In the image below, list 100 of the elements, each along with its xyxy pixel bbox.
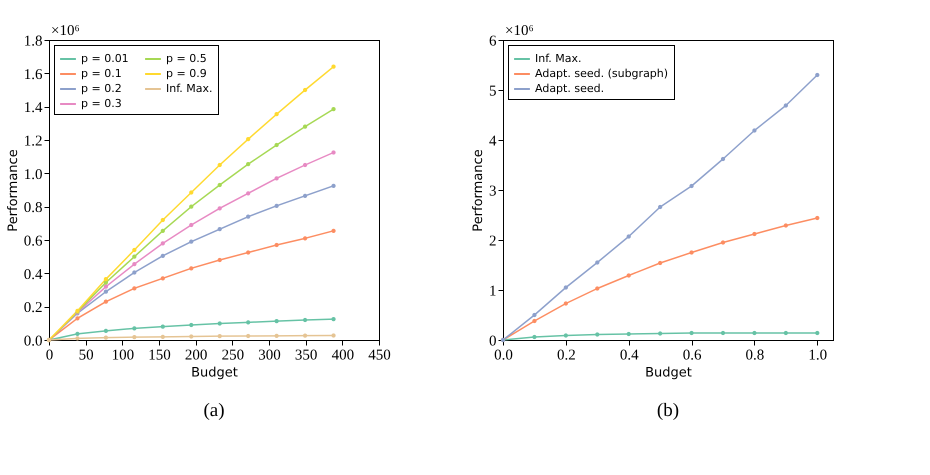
y-tick-label: 1 — [489, 284, 496, 300]
x-tick-label: 150 — [148, 348, 171, 364]
point — [246, 334, 250, 338]
x-tick-label: 50 — [78, 348, 94, 364]
point — [274, 176, 279, 180]
point — [160, 276, 165, 280]
point — [160, 218, 165, 222]
point — [302, 318, 308, 322]
point — [160, 228, 165, 233]
x-tick-label: 100 — [112, 348, 134, 364]
point — [532, 334, 537, 340]
y-tick-label: 1.0 — [24, 166, 42, 183]
y-tick-label: 5 — [489, 84, 496, 100]
point — [331, 150, 336, 155]
point — [274, 204, 279, 208]
point — [331, 184, 336, 188]
x-tick-label: 0.4 — [620, 348, 640, 364]
point — [595, 332, 600, 337]
point — [160, 254, 165, 258]
point — [689, 184, 694, 188]
point — [815, 216, 820, 220]
x-tick-label: 200 — [184, 348, 208, 364]
point — [331, 333, 336, 338]
y-tick-label: 0.2 — [24, 300, 42, 316]
point — [218, 334, 222, 338]
y-tick-label: 0.4 — [24, 266, 43, 283]
point — [218, 162, 222, 168]
x-tick-label: 0.6 — [682, 348, 702, 364]
point — [752, 330, 757, 336]
point — [274, 112, 279, 116]
point — [218, 321, 222, 326]
point — [752, 232, 757, 236]
point — [331, 228, 336, 233]
legend-label: p = 0.3 — [81, 97, 122, 110]
point — [218, 258, 222, 262]
point — [532, 312, 537, 318]
point — [104, 290, 108, 294]
point — [104, 328, 108, 333]
point — [302, 236, 308, 240]
point — [784, 330, 788, 336]
x-tick-label: 250 — [222, 348, 244, 364]
point — [302, 162, 308, 168]
point — [104, 336, 108, 340]
legend-label: p = 0.01 — [81, 52, 129, 65]
x-tick-label: 0.2 — [556, 348, 576, 364]
point — [246, 320, 250, 324]
point — [160, 324, 165, 329]
legend-label: Adapt. seed. (subgraph) — [535, 67, 668, 80]
y-tick-label: 6 — [489, 34, 497, 50]
point — [274, 319, 279, 324]
point — [189, 204, 194, 209]
y-axis-title: Performance — [471, 149, 486, 232]
x-tick-label: 0.8 — [746, 348, 764, 364]
point — [331, 64, 336, 69]
point — [218, 182, 222, 188]
legend-label: Inf. Max. — [535, 52, 582, 65]
point — [218, 206, 222, 210]
point — [658, 260, 662, 266]
point — [132, 326, 136, 330]
point — [189, 334, 194, 339]
point — [331, 107, 336, 112]
legend-label: p = 0.1 — [81, 67, 122, 80]
y-tick-label: 0.8 — [24, 200, 42, 216]
legend-label: p = 0.9 — [166, 67, 207, 80]
legend-label: p = 0.2 — [81, 82, 122, 95]
point — [331, 317, 336, 322]
y-tick-label: 2 — [489, 234, 496, 250]
point — [302, 194, 308, 198]
point — [658, 204, 662, 210]
point — [720, 240, 726, 245]
point — [658, 331, 662, 336]
point — [132, 270, 136, 275]
point — [75, 336, 80, 340]
x-tick-label: 0 — [46, 348, 54, 364]
x-tick-label: 300 — [258, 348, 281, 364]
point — [132, 248, 136, 252]
point — [720, 330, 726, 336]
point — [595, 286, 600, 291]
x-tick-label: 400 — [332, 348, 354, 364]
point — [595, 260, 600, 265]
point — [626, 332, 631, 336]
legend-label: p = 0.5 — [166, 52, 207, 65]
point — [564, 301, 568, 306]
point — [104, 284, 108, 289]
point — [302, 88, 308, 92]
point — [815, 72, 820, 78]
point — [75, 332, 80, 336]
point — [104, 300, 108, 304]
point — [815, 330, 820, 336]
point — [274, 334, 279, 338]
point — [784, 103, 788, 108]
y-tick-label: 4 — [489, 134, 497, 150]
point — [246, 214, 250, 219]
point — [246, 250, 250, 255]
point — [218, 227, 222, 232]
point — [132, 262, 136, 266]
y-tick-label: 1.4 — [24, 100, 43, 116]
y-tick-label: 1.8 — [24, 34, 42, 50]
y-tick-label: 0.0 — [24, 334, 42, 350]
point — [689, 330, 694, 336]
